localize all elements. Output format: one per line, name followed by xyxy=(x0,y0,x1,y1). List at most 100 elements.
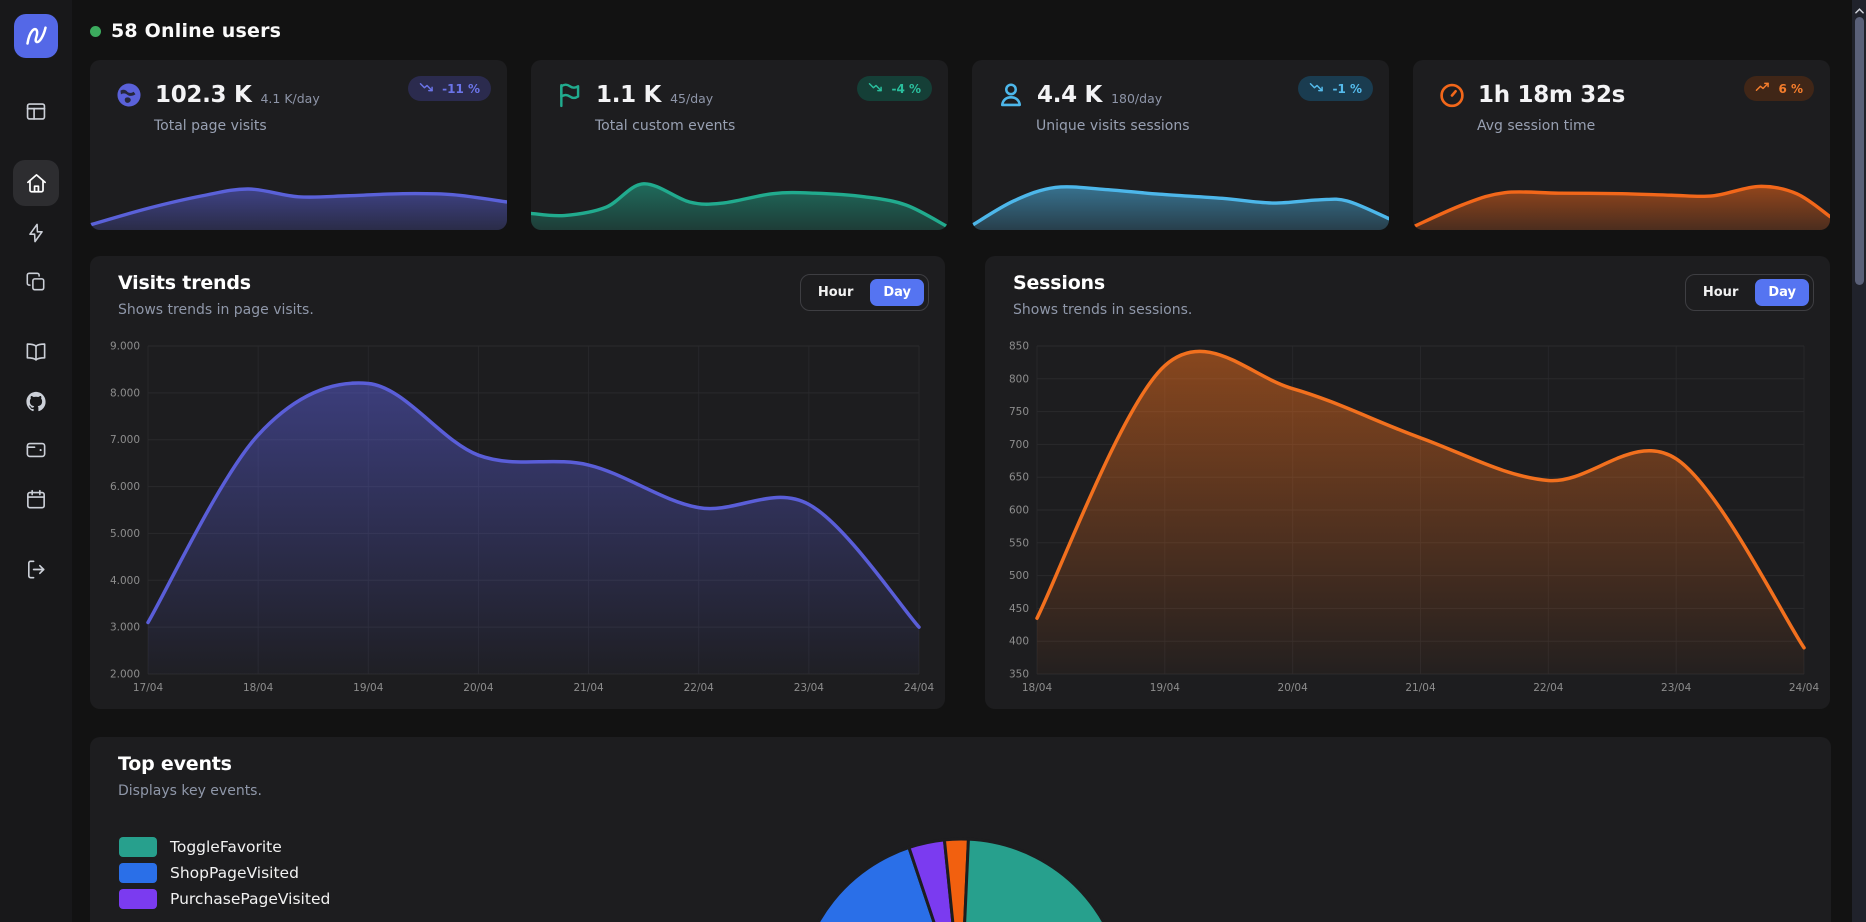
svg-text:23/04: 23/04 xyxy=(794,682,825,694)
stat-rate: 180/day xyxy=(1111,91,1163,106)
legend-label: ToggleFavorite xyxy=(170,838,282,856)
badge-value: -11 % xyxy=(442,81,480,96)
svg-text:500: 500 xyxy=(1009,570,1029,582)
logout-icon xyxy=(25,558,48,581)
svg-text:22/04: 22/04 xyxy=(1533,682,1564,694)
svg-text:6.000: 6.000 xyxy=(110,481,140,493)
visits-trends-title: Visits trends xyxy=(118,272,251,294)
github-icon xyxy=(25,390,48,413)
stat-cards-row: 102.3 K 4.1 K/day Total page visits -11 … xyxy=(90,60,1831,230)
page-header: 58 Online users xyxy=(90,16,1831,46)
legend-item[interactable]: PurchasePageVisited xyxy=(119,889,330,909)
stat-card-page-visits: 102.3 K 4.1 K/day Total page visits -11 … xyxy=(90,60,507,230)
stat-card-unique-sessions: 4.4 K 180/day Unique visits sessions -1 … xyxy=(972,60,1389,230)
legend-item[interactable]: ShopPageVisited xyxy=(119,863,330,883)
sessions-card: Sessions Shows trends in sessions. Hour … xyxy=(985,256,1830,709)
svg-text:19/04: 19/04 xyxy=(1150,682,1181,694)
svg-text:21/04: 21/04 xyxy=(1405,682,1436,694)
book-open-icon xyxy=(25,340,48,363)
user-icon xyxy=(996,80,1026,110)
sessions-hour-button[interactable]: Hour xyxy=(1702,285,1739,300)
sidebar-item-dashboard[interactable] xyxy=(25,100,48,123)
chevron-up-icon xyxy=(1854,0,1864,18)
svg-text:24/04: 24/04 xyxy=(1789,682,1820,694)
window-scrollbar[interactable] xyxy=(1852,0,1866,922)
trend-badge: -4 % xyxy=(857,76,932,101)
stat-card-custom-events: 1.1 K 45/day Total custom events -4 % xyxy=(531,60,948,230)
sidebar-item-events[interactable] xyxy=(25,222,47,244)
svg-text:18/04: 18/04 xyxy=(1022,682,1053,694)
trending-down-icon xyxy=(1309,81,1325,96)
visits-trends-subtitle: Shows trends in page visits. xyxy=(118,302,314,318)
svg-text:400: 400 xyxy=(1009,636,1029,648)
home-icon xyxy=(25,172,48,195)
zap-icon xyxy=(25,222,47,244)
svg-text:22/04: 22/04 xyxy=(684,682,715,694)
sidebar-item-github[interactable] xyxy=(25,390,48,413)
sidebar-item-home-active[interactable] xyxy=(13,160,59,206)
svg-text:21/04: 21/04 xyxy=(573,682,604,694)
scrollbar-thumb[interactable] xyxy=(1855,17,1864,285)
top-events-subtitle: Displays key events. xyxy=(118,783,262,799)
trending-up-icon xyxy=(1755,81,1771,96)
sidebar-item-copy[interactable] xyxy=(25,271,47,293)
main-content: 58 Online users 102.3 K 4.1 K/day Total … xyxy=(72,0,1852,922)
stat-label: Unique visits sessions xyxy=(1036,118,1190,134)
trend-badge: -11 % xyxy=(408,76,491,101)
stat-value: 4.4 K xyxy=(1037,82,1103,108)
legend-swatch xyxy=(119,889,157,909)
sidebar-item-wallet[interactable] xyxy=(25,438,48,461)
svg-text:24/04: 24/04 xyxy=(904,682,935,694)
svg-text:18/04: 18/04 xyxy=(243,682,274,694)
visits-day-button[interactable]: Day xyxy=(870,279,924,306)
charts-row: Visits trends Shows trends in page visit… xyxy=(90,256,1831,709)
svg-text:600: 600 xyxy=(1009,505,1029,517)
svg-text:350: 350 xyxy=(1009,669,1029,681)
visits-interval-toggle: Hour Day xyxy=(799,274,929,311)
timer-icon xyxy=(1437,80,1467,110)
app-logo[interactable] xyxy=(14,14,58,58)
sidebar-item-docs[interactable] xyxy=(25,340,48,363)
unique-sessions-sparkline xyxy=(972,185,1389,230)
svg-text:8.000: 8.000 xyxy=(110,387,140,399)
stat-rate: 4.1 K/day xyxy=(260,91,320,106)
badge-value: -4 % xyxy=(891,81,921,96)
scroll-up-arrow[interactable] xyxy=(1852,2,1866,14)
svg-text:19/04: 19/04 xyxy=(353,682,384,694)
pulse-wave-logo-icon xyxy=(14,14,58,58)
top-events-card: Top events Displays key events. ToggleFa… xyxy=(90,737,1831,922)
calendar-icon xyxy=(25,488,48,511)
badge-value: -1 % xyxy=(1332,81,1362,96)
svg-text:5.000: 5.000 xyxy=(110,528,140,540)
trending-down-icon xyxy=(419,81,435,96)
stat-value: 1h 18m 32s xyxy=(1478,82,1626,108)
svg-text:450: 450 xyxy=(1009,603,1029,615)
stat-label: Total custom events xyxy=(595,118,736,134)
legend-swatch xyxy=(119,863,157,883)
legend-swatch xyxy=(119,837,157,857)
svg-text:2.000: 2.000 xyxy=(110,669,140,681)
svg-text:550: 550 xyxy=(1009,537,1029,549)
online-status-dot xyxy=(90,25,101,37)
svg-text:700: 700 xyxy=(1009,439,1029,451)
flag-icon xyxy=(555,80,585,110)
sidebar-item-logout[interactable] xyxy=(25,558,48,581)
stat-value: 1.1 K xyxy=(596,82,662,108)
wallet-icon xyxy=(25,438,48,461)
svg-text:800: 800 xyxy=(1009,373,1029,385)
layout-panel-icon xyxy=(25,100,48,123)
svg-text:650: 650 xyxy=(1009,472,1029,484)
page-visits-sparkline xyxy=(90,187,507,230)
visits-trends-card: Visits trends Shows trends in page visit… xyxy=(90,256,945,709)
legend-item[interactable]: ToggleFavorite xyxy=(119,837,330,857)
sidebar-item-calendar[interactable] xyxy=(25,488,48,511)
visits-hour-button[interactable]: Hour xyxy=(817,285,854,300)
badge-value: 6 % xyxy=(1778,81,1803,96)
copy-icon xyxy=(25,271,47,293)
trend-badge: -1 % xyxy=(1298,76,1373,101)
sessions-interval-toggle: Hour Day xyxy=(1684,274,1814,311)
stat-label: Avg session time xyxy=(1477,118,1596,134)
sessions-day-button[interactable]: Day xyxy=(1755,279,1809,306)
legend-label: ShopPageVisited xyxy=(170,864,299,882)
svg-text:750: 750 xyxy=(1009,406,1029,418)
